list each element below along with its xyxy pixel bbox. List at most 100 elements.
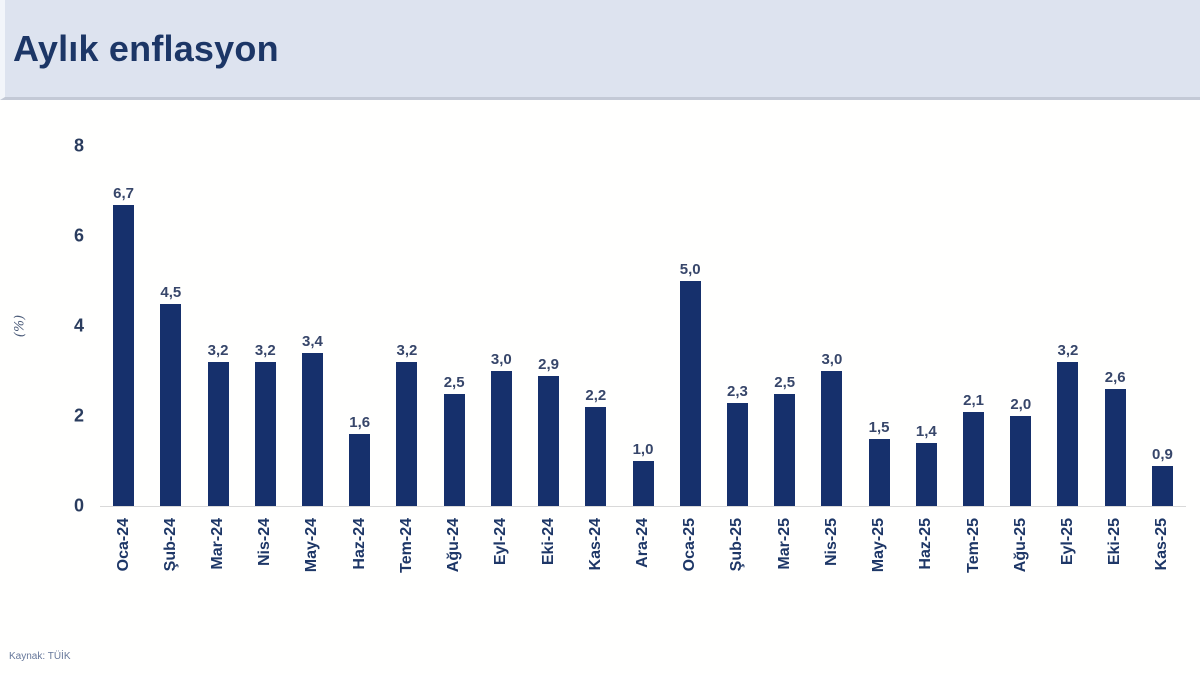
x-axis-label: Mar-25 [775, 518, 793, 570]
chart-header: Aylık enflasyon [0, 0, 1200, 100]
bar-value-label: 1,6 [349, 414, 371, 431]
x-axis-label: Eki-24 [539, 518, 557, 566]
bar [538, 375, 560, 506]
bar-value-label: 3,2 [396, 342, 418, 359]
bar-group: 3,2 [1044, 146, 1091, 506]
x-axis-label-cell: Eyl-25 [1044, 507, 1091, 607]
bar-group: 2,1 [950, 146, 997, 506]
bar-value-label: 2,3 [727, 382, 748, 400]
x-axis-label-cell: Ağu-24 [431, 507, 478, 607]
bar-value-label: 2,6 [1104, 369, 1126, 386]
y-tick-label: 2 [73, 405, 84, 426]
y-tick-label: 8 [73, 135, 84, 156]
bar-value-label: 1,0 [632, 441, 654, 458]
bar-group: 3,0 [478, 146, 525, 506]
x-axis-label-cell: Eki-25 [1092, 507, 1139, 607]
bar [254, 362, 276, 506]
bar [1104, 389, 1126, 506]
bar [821, 371, 843, 506]
bar-value-label: 4,5 [160, 283, 182, 301]
chart-columns: 6,7 4,5 3,2 3,2 3,4 1,6 3,2 2,5 3,0 2,9 2,2 1,0 5,0 2… [100, 146, 1186, 607]
source-note: Kaynak: TÜİK [9, 651, 71, 662]
bar-value-label: 0,9 [1151, 445, 1173, 463]
x-axis-label-cell: Eki-24 [525, 507, 572, 607]
bar [868, 438, 890, 506]
x-axis-label: Tem-24 [397, 518, 415, 573]
x-axis-label-cell: Mar-24 [194, 507, 241, 607]
x-axis-label-cell: Oca-24 [100, 507, 147, 607]
y-tick-label: 4 [73, 315, 84, 336]
page-title: Aylık enflasyon [13, 27, 279, 69]
bar-group: 3,2 [383, 146, 430, 506]
x-axis-label: Şub-25 [728, 518, 746, 572]
x-axis-label-cell: Nis-24 [242, 507, 289, 607]
bar [726, 402, 748, 506]
bar-value-label: 3,4 [302, 333, 323, 350]
bar-value-label: 3,2 [1057, 342, 1079, 359]
x-axis-label: May-24 [303, 518, 321, 573]
x-axis-label: Ağu-25 [1011, 518, 1029, 573]
x-axis-label-cell: Haz-25 [903, 507, 950, 607]
x-axis-label: Kas-25 [1153, 518, 1171, 571]
bar-chart: (%) 0 2 4 6 8 6,7 4,5 3,2 3,2 3,4 1,6 3,2 2,5 3,0 2,9… [0, 136, 1200, 607]
bar [774, 393, 796, 506]
bar-value-label: 2,0 [1010, 396, 1032, 413]
x-axis-label-cell: Kas-25 [1139, 507, 1186, 607]
x-axis-label-cell: Tem-24 [383, 507, 430, 607]
x-axis-label-cell: Şub-24 [147, 507, 194, 607]
x-axis-label: Eki-25 [1106, 518, 1124, 566]
bar-group: 2,2 [572, 146, 619, 506]
x-axis-label: Nis-25 [822, 518, 840, 567]
bar-value-label: 2,5 [443, 373, 465, 391]
bar-value-label: 2,5 [774, 373, 796, 391]
x-axis-label-cell: Şub-25 [714, 507, 761, 607]
bar-value-label: 6,7 [113, 184, 135, 202]
x-axis-label-cell: Ağu-25 [997, 507, 1044, 607]
x-axis-label: Kas-24 [586, 518, 604, 571]
x-axis-label: Oca-24 [114, 518, 132, 572]
x-axis-label-cell: May-25 [856, 507, 903, 607]
bar-group: 2,5 [761, 146, 808, 506]
bar-group: 2,6 [1092, 146, 1139, 506]
x-axis-label: Şub-24 [161, 518, 179, 572]
y-axis: (%) 0 2 4 6 8 [0, 136, 100, 516]
bar-value-label: 2,1 [963, 391, 984, 409]
bar [301, 353, 323, 506]
bar [349, 434, 371, 506]
bar-group: 2,3 [714, 146, 761, 506]
x-axis-label: Eyl-24 [492, 518, 510, 566]
x-axis-label: Nis-24 [256, 518, 274, 567]
bar [160, 303, 182, 506]
x-axis-label-cell: Nis-25 [808, 507, 855, 607]
x-axis-label: Oca-25 [681, 518, 699, 572]
x-axis-label-cell: Tem-25 [950, 507, 997, 607]
bar-value-label: 5,0 [679, 261, 701, 278]
bar-group: 6,7 [100, 146, 147, 506]
bar-group: 3,0 [808, 146, 855, 506]
bar-group: 2,9 [525, 146, 572, 506]
bar [1010, 416, 1032, 506]
bar-group: 0,9 [1139, 146, 1186, 506]
bar-group: 1,0 [619, 146, 666, 506]
y-axis-title: (%) [12, 314, 28, 338]
bar-group: 1,6 [336, 146, 383, 506]
x-axis-label-cell: May-24 [289, 507, 336, 607]
x-axis-labels: Oca-24 Şub-24 Mar-24 Nis-24 May-24 Haz-24 Tem-… [100, 507, 1186, 607]
bar-group: 3,2 [242, 146, 289, 506]
bar [679, 281, 701, 506]
y-tick-label: 6 [73, 225, 84, 246]
x-axis-label-cell: Haz-24 [336, 507, 383, 607]
x-axis-label: Ağu-24 [445, 518, 463, 573]
bar-value-label: 1,4 [915, 423, 937, 440]
bar [1151, 465, 1173, 506]
bar-value-label: 2,2 [585, 387, 607, 404]
bar-group: 1,4 [903, 146, 950, 506]
bar [963, 411, 985, 506]
bar-group: 2,0 [997, 146, 1044, 506]
bar-group: 2,5 [431, 146, 478, 506]
bar [1057, 362, 1079, 506]
bar-value-label: 1,5 [868, 418, 890, 436]
x-axis-label-cell: Eyl-24 [478, 507, 525, 607]
bar-value-label: 3,0 [821, 351, 843, 368]
x-axis-label: Mar-24 [209, 518, 227, 570]
